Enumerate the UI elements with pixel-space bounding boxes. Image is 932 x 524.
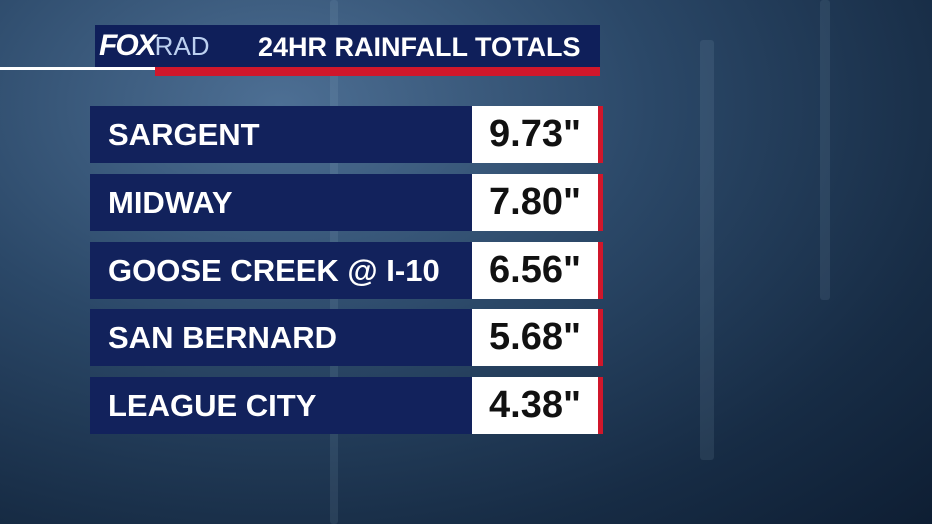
table-row: GOOSE CREEK @ I-10 6.56" bbox=[90, 241, 603, 299]
rain-streak bbox=[700, 40, 714, 460]
logo: FOXRAD bbox=[99, 29, 210, 63]
header-title: 24HR RAINFALL TOTALS bbox=[258, 32, 581, 62]
table-row: MIDWAY 7.80" bbox=[90, 173, 603, 231]
table-row: SAN BERNARD 5.68" bbox=[90, 309, 603, 367]
rainfall-amount: 4.38" bbox=[472, 377, 598, 435]
row-accent bbox=[598, 106, 603, 163]
rainfall-amount: 7.80" bbox=[472, 173, 598, 231]
header-bar: FOXRAD 24HR RAINFALL TOTALS bbox=[95, 25, 600, 67]
row-accent bbox=[598, 241, 603, 299]
location: GOOSE CREEK @ I-10 bbox=[90, 241, 472, 299]
table-row: LEAGUE CITY 4.38" bbox=[90, 377, 603, 435]
header-accent bbox=[155, 67, 600, 76]
logo-fox: FOX bbox=[99, 29, 157, 62]
row-accent bbox=[598, 309, 603, 367]
rainfall-amount: 5.68" bbox=[472, 309, 598, 367]
logo-rad: RAD bbox=[154, 31, 210, 61]
row-accent bbox=[598, 377, 603, 435]
location: SAN BERNARD bbox=[90, 309, 472, 367]
rain-streak bbox=[820, 0, 830, 300]
location: SARGENT bbox=[90, 106, 472, 163]
rainfall-amount: 6.56" bbox=[472, 241, 598, 299]
location: LEAGUE CITY bbox=[90, 377, 472, 435]
rainfall-amount: 9.73" bbox=[472, 106, 598, 163]
location: MIDWAY bbox=[90, 173, 472, 231]
table-row: SARGENT 9.73" bbox=[90, 106, 603, 163]
accent-line bbox=[0, 67, 160, 70]
row-accent bbox=[598, 173, 603, 231]
